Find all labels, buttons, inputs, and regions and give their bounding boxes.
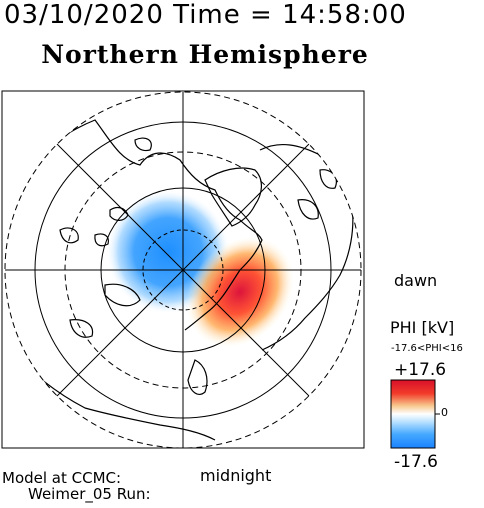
coastlines bbox=[19, 119, 354, 441]
model-label: Model at CCMC: bbox=[2, 469, 122, 487]
colorbar-zero-label: 0 bbox=[441, 406, 448, 419]
dawn-label: dawn bbox=[394, 271, 438, 290]
positive-potential-cell bbox=[186, 237, 294, 347]
date-time-title: 03/10/2020 Time = 14:58:00 bbox=[4, 0, 407, 30]
colorbar-min-label: -17.6 bbox=[394, 452, 438, 472]
run-label: Weimer_05 Run: bbox=[28, 485, 151, 503]
colorbar-max-label: +17.6 bbox=[394, 360, 447, 380]
colorbar bbox=[390, 379, 436, 449]
colorbar-range: -17.6<PHI<16 bbox=[391, 343, 463, 354]
colorbar-title: PHI [kV] bbox=[390, 318, 455, 337]
longitude-lines bbox=[5, 92, 361, 448]
hemisphere-title: Northern Hemisphere bbox=[41, 40, 369, 69]
midnight-label: midnight bbox=[200, 466, 272, 485]
